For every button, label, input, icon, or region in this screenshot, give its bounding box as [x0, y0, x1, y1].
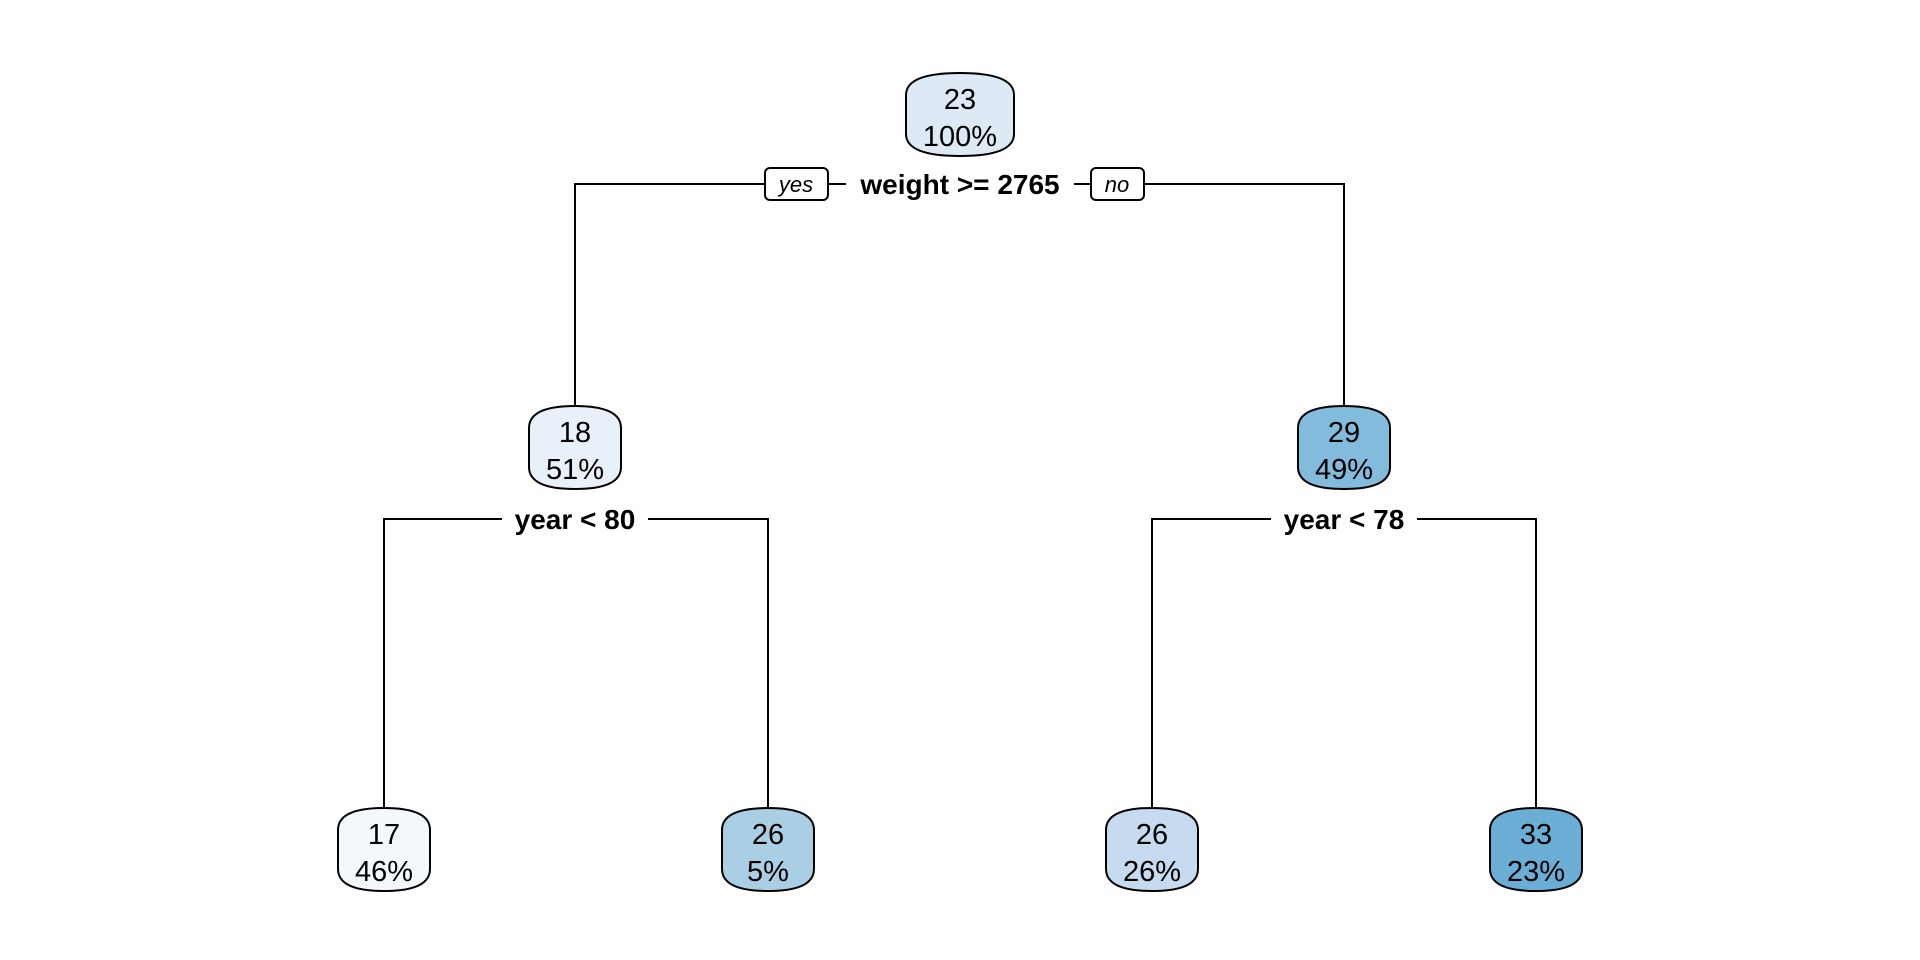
- node-value: 33: [1520, 819, 1552, 851]
- node-value: 29: [1328, 417, 1360, 449]
- node-percent: 51%: [546, 454, 604, 486]
- split-left: year < 80: [502, 502, 648, 538]
- node-box: [721, 806, 815, 893]
- node-percent: 23%: [1507, 856, 1565, 888]
- no-box: [1090, 167, 1145, 201]
- node-box: [337, 806, 431, 893]
- node-percent: 100%: [923, 121, 997, 153]
- node-box: [905, 71, 1015, 158]
- node-root: 23 100%: [905, 71, 1015, 158]
- node-box: [1105, 806, 1199, 893]
- node-value: 23: [944, 84, 976, 116]
- split-right: year < 78: [1271, 502, 1417, 538]
- node-value: 18: [559, 417, 591, 449]
- tree-edges: [383, 183, 1537, 808]
- node-value: 26: [752, 819, 784, 851]
- yes-label: yes: [777, 172, 813, 197]
- node-value: 26: [1136, 819, 1168, 851]
- edge-left: [383, 518, 769, 808]
- node-box: [528, 404, 622, 491]
- split-label-right: year < 78: [1284, 504, 1405, 535]
- edge-root: [574, 183, 1345, 406]
- node-percent: 5%: [747, 856, 789, 888]
- split-label-left: year < 80: [515, 504, 636, 535]
- node-box: [1297, 404, 1391, 491]
- node-percent: 49%: [1315, 454, 1373, 486]
- node-percent: 46%: [355, 856, 413, 888]
- split-label-root: weight >= 2765: [859, 169, 1059, 200]
- node-percent: 26%: [1123, 856, 1181, 888]
- node-value: 17: [368, 819, 400, 851]
- no-label: no: [1105, 172, 1129, 197]
- edge-right: [1151, 518, 1537, 808]
- node-box: [1489, 806, 1583, 893]
- split-root: weight >= 2765 yes no: [764, 166, 1145, 202]
- yes-box: [764, 167, 829, 201]
- node-leaf: 265%: [721, 806, 815, 893]
